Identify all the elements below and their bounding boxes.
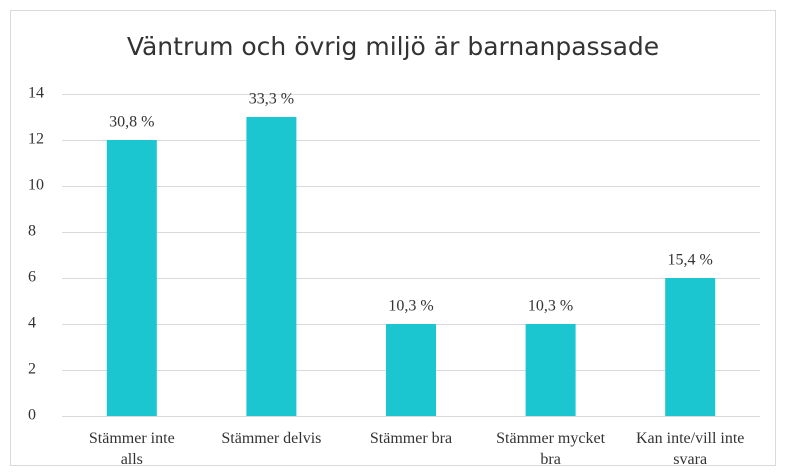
y-tick-label: 4 [28, 315, 36, 332]
x-tick-label: Stämmer inte alls [88, 430, 175, 468]
y-tick-label: 12 [28, 131, 44, 148]
bar [525, 324, 576, 416]
y-tick-label: 8 [28, 223, 36, 240]
data-label: 33,3 % [249, 91, 294, 108]
data-label: 30,8 % [109, 114, 154, 131]
x-tick-label: Kan inte/vill inte svara [635, 430, 745, 468]
x-tick-label: Stämmer mycket bra [496, 430, 606, 468]
bar [386, 324, 436, 416]
x-tick-label: Stämmer delvis [221, 430, 322, 447]
data-label: 10,3 % [388, 298, 433, 315]
bar [665, 278, 716, 416]
y-tick-label: 2 [28, 361, 36, 378]
bar [106, 140, 157, 416]
x-tick-label: Stämmer bra [369, 430, 453, 447]
y-tick-label: 0 [28, 407, 36, 424]
y-tick-label: 10 [28, 177, 44, 194]
y-tick-label: 14 [28, 85, 44, 102]
data-label: 10,3 % [528, 298, 573, 315]
chart-title: Väntrum och övrig miljö är barnanpassade [127, 32, 659, 61]
y-tick-label: 6 [28, 269, 36, 286]
bar [246, 117, 297, 416]
data-label: 15,4 % [668, 252, 713, 269]
